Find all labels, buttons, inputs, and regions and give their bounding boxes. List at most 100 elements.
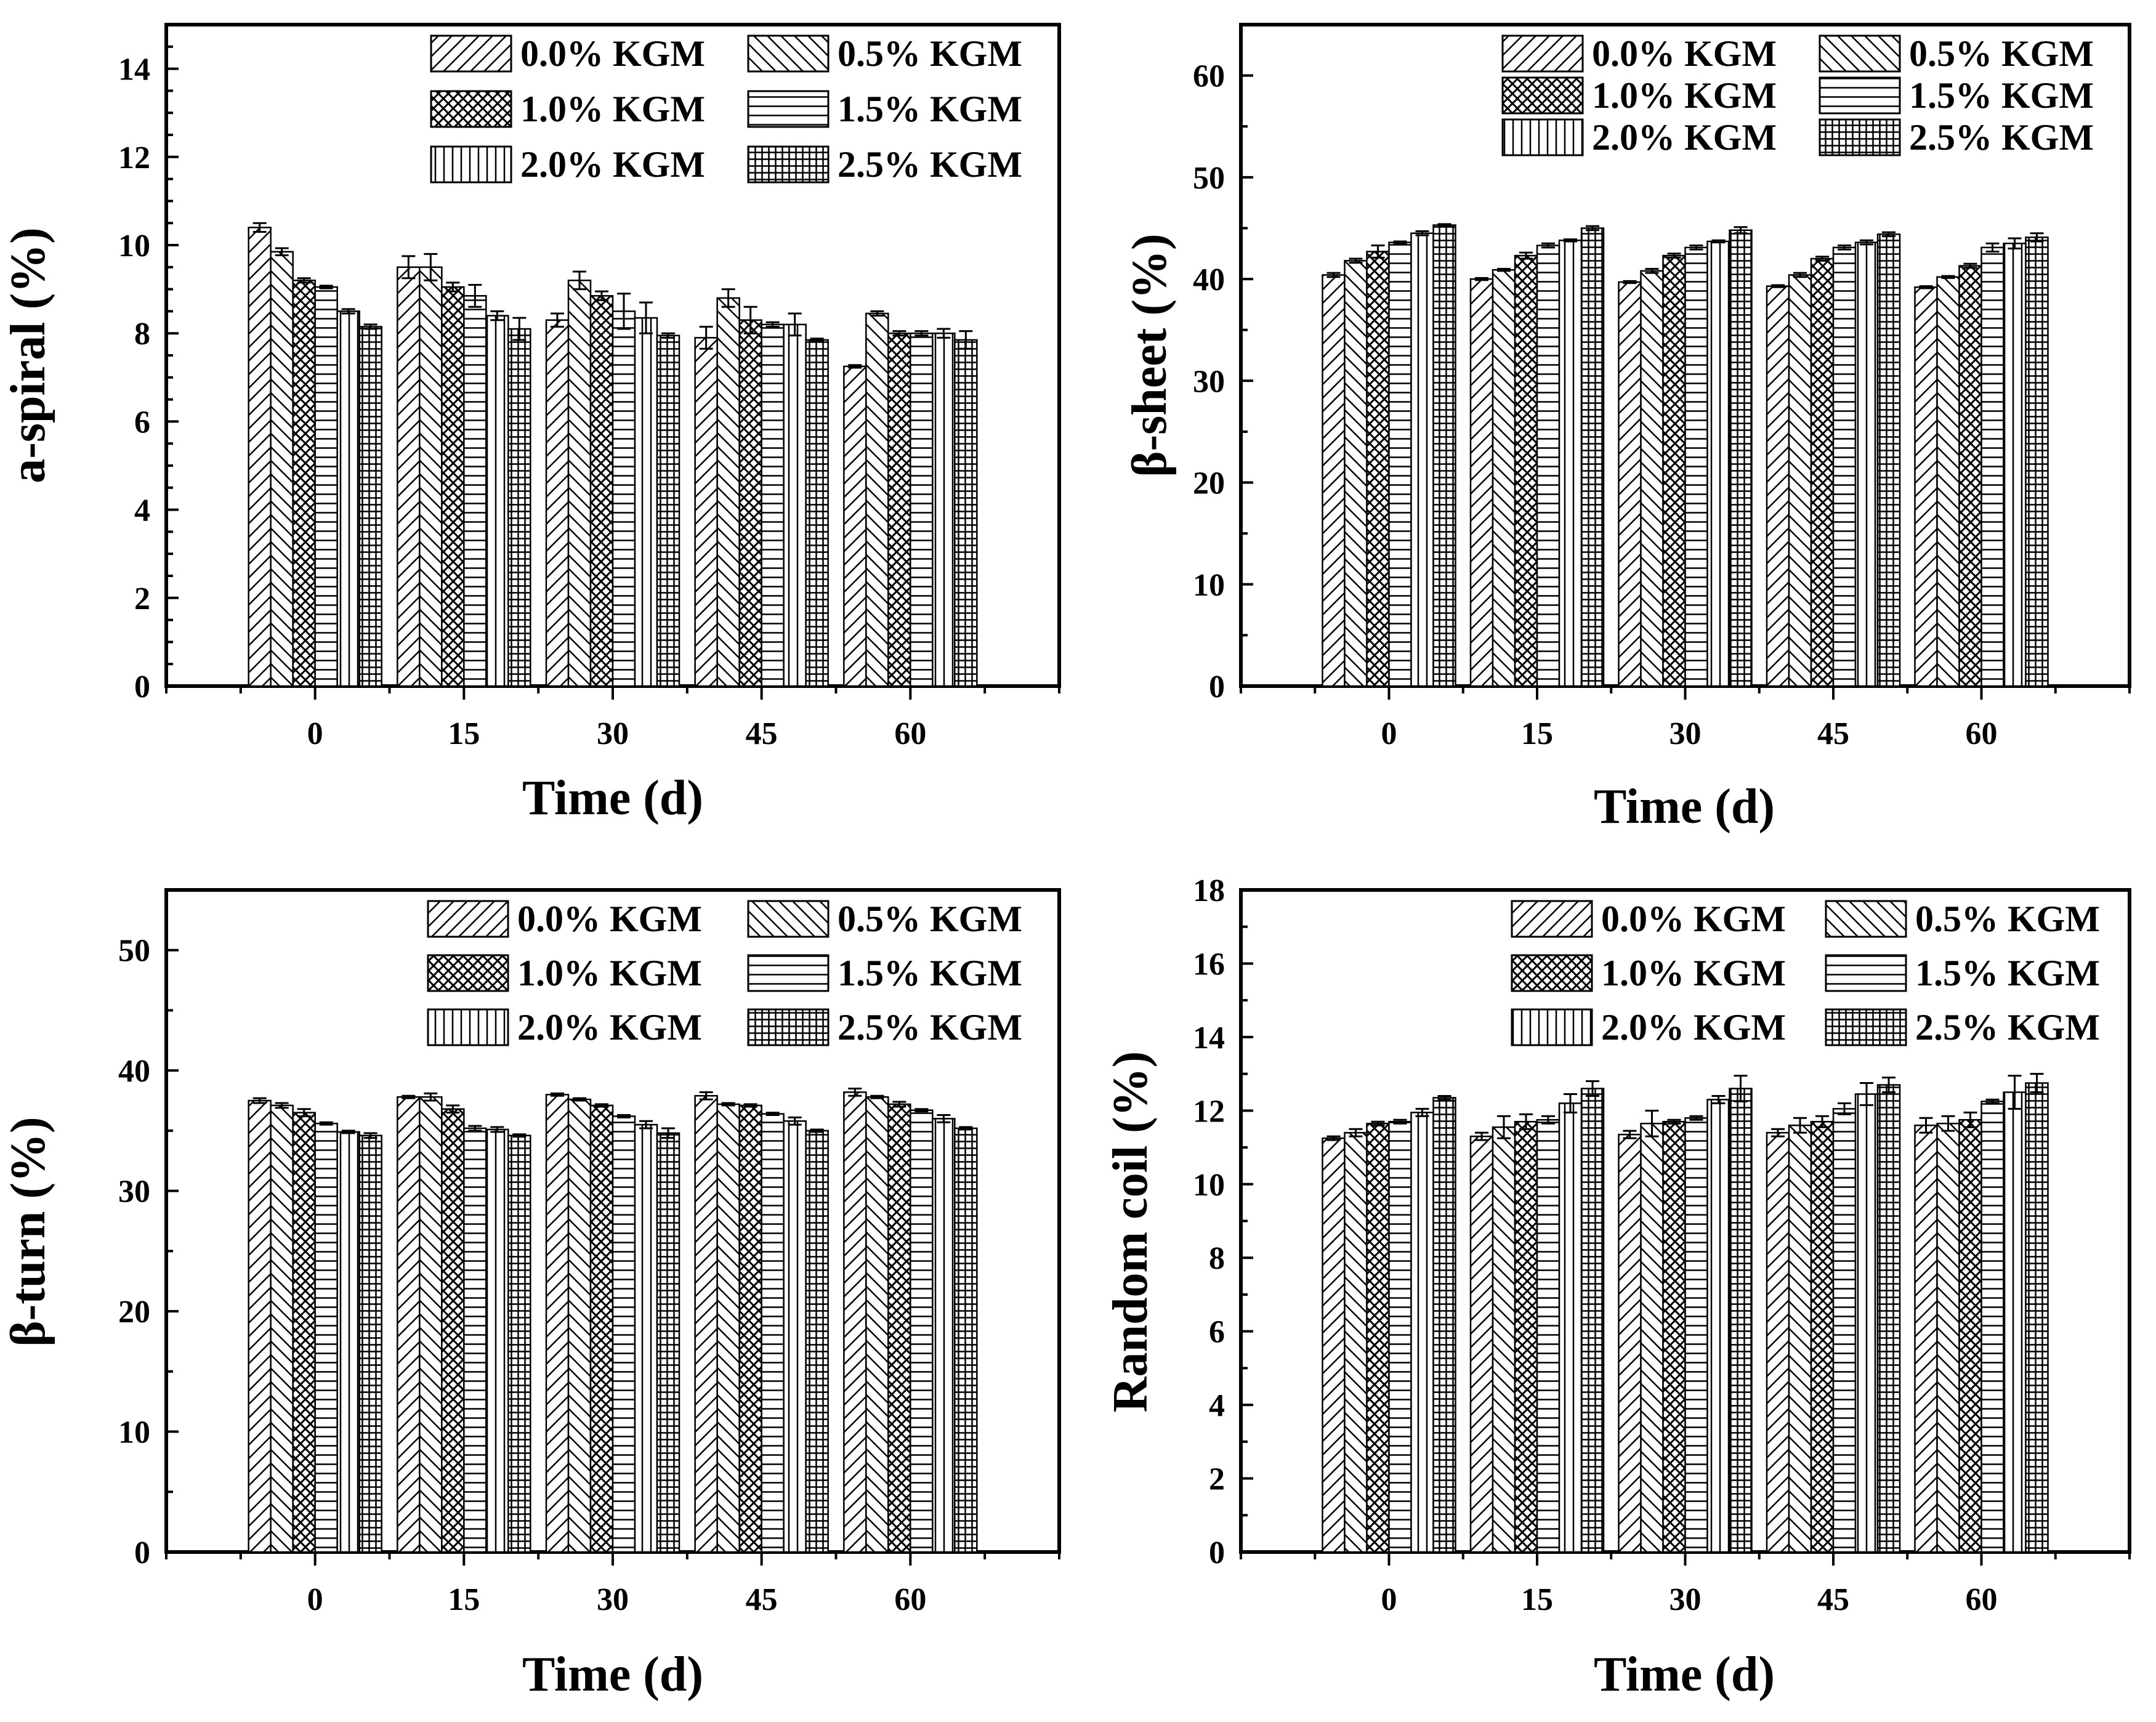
legend-label: 0.0% KGM xyxy=(1592,33,1777,74)
legend-label: 2.5% KGM xyxy=(838,144,1022,185)
bar xyxy=(2003,242,2027,687)
bar xyxy=(805,339,829,687)
x-tick-label: 30 xyxy=(597,716,629,751)
bar xyxy=(1558,1102,1583,1553)
bar xyxy=(1618,1133,1642,1553)
legend-swatch xyxy=(1825,954,1907,992)
bar xyxy=(1662,254,1686,687)
legend-label: 1.0% KGM xyxy=(520,89,705,129)
y-tick-label: 14 xyxy=(1193,1021,1225,1056)
legend-label: 0.0% KGM xyxy=(520,33,705,74)
legend-label: 1.0% KGM xyxy=(1592,75,1777,116)
bar xyxy=(1344,260,1368,687)
y-tick-label: 8 xyxy=(134,317,150,352)
y-tick-label: 2 xyxy=(1209,1462,1225,1497)
legend-swatch xyxy=(1501,118,1584,156)
bar xyxy=(1788,274,1812,687)
bar xyxy=(545,1094,570,1553)
legend-swatch xyxy=(1819,118,1901,156)
legend-swatch xyxy=(747,34,830,73)
bar xyxy=(1684,1117,1708,1553)
x-axis-title: Time (d) xyxy=(522,771,703,825)
bar xyxy=(910,332,934,687)
bar xyxy=(910,1109,934,1553)
x-axis-title: Time (d) xyxy=(522,1647,703,1702)
legend-swatch xyxy=(747,1008,830,1046)
bar xyxy=(1558,240,1583,687)
bar xyxy=(761,323,785,687)
bar xyxy=(248,227,272,687)
bar xyxy=(1832,246,1857,687)
bar xyxy=(419,266,443,687)
chart-random-coil: Random coil (%) Time (d) 0 2 4 6 8 10 12 14 16 18… xyxy=(1104,873,2131,1702)
bar xyxy=(507,328,531,687)
legend-label: 1.5% KGM xyxy=(838,89,1022,129)
bar xyxy=(485,1128,509,1553)
legend-swatch xyxy=(1511,954,1593,992)
bar xyxy=(843,1091,867,1553)
legend-swatch xyxy=(1825,1008,1907,1046)
bar xyxy=(1936,1122,1960,1553)
bar xyxy=(1514,1121,1538,1553)
bar xyxy=(1914,1124,1938,1553)
bar xyxy=(507,1134,531,1553)
bar xyxy=(932,1118,956,1553)
bar xyxy=(716,1103,740,1553)
legend-swatch xyxy=(430,145,512,184)
x-tick-label: 45 xyxy=(1817,716,1849,751)
bar xyxy=(589,1104,614,1553)
x-tick-label: 0 xyxy=(307,1582,323,1617)
x-tick-label: 60 xyxy=(894,1582,926,1617)
bar xyxy=(2025,236,2049,687)
legend-label: 1.5% KGM xyxy=(1915,953,2100,993)
bar xyxy=(1580,227,1605,687)
y-tick-label: 10 xyxy=(118,228,150,264)
bar xyxy=(1810,257,1835,687)
y-tick-label: 30 xyxy=(1193,364,1225,399)
x-tick-label: 15 xyxy=(448,716,480,751)
legend-label: 2.5% KGM xyxy=(1909,117,2094,158)
bar xyxy=(2003,1091,2027,1553)
y-tick-label: 40 xyxy=(1193,262,1225,297)
bar xyxy=(463,295,487,687)
x-tick-label: 45 xyxy=(1817,1582,1849,1617)
x-tick-label: 60 xyxy=(1966,1582,1998,1617)
bar xyxy=(1432,224,1456,687)
bar xyxy=(1322,1137,1346,1553)
bar xyxy=(761,1113,785,1553)
y-tick-label: 20 xyxy=(1193,466,1225,501)
bar xyxy=(314,286,338,687)
x-tick-label: 0 xyxy=(307,716,323,751)
bar xyxy=(634,317,658,687)
legend-label: 2.0% KGM xyxy=(517,1007,702,1048)
bar xyxy=(805,1130,829,1553)
bar xyxy=(783,1120,807,1553)
y-tick-label: 14 xyxy=(118,52,150,87)
bar xyxy=(1388,1121,1412,1553)
bar xyxy=(887,1103,911,1553)
bar xyxy=(358,326,382,687)
bar xyxy=(1536,1119,1560,1553)
y-tick-label: 4 xyxy=(134,493,150,528)
y-tick-label: 0 xyxy=(134,1535,150,1570)
bar xyxy=(1388,241,1412,687)
bar xyxy=(1366,1122,1390,1553)
x-tick-label: 60 xyxy=(1966,716,1998,751)
bar xyxy=(1958,265,1982,687)
y-axis-title: β-sheet (%) xyxy=(1123,233,1177,477)
bar xyxy=(248,1099,272,1553)
bar xyxy=(865,1096,889,1553)
bar xyxy=(1980,246,2005,687)
y-tick-label: 16 xyxy=(1193,947,1225,982)
chart-beta-turn: β-turn (%) Time (d) 0 10 20 30 40 50 0 15 30 45 60… xyxy=(1,888,1061,1702)
y-tick-label: 12 xyxy=(1193,1094,1225,1129)
bar xyxy=(358,1134,382,1553)
legend-swatch xyxy=(1501,76,1584,115)
x-tick-label: 45 xyxy=(746,1582,778,1617)
bar xyxy=(567,1098,592,1553)
bar xyxy=(1469,1135,1494,1553)
bar xyxy=(270,251,294,687)
bar xyxy=(545,319,570,687)
y-tick-label: 0 xyxy=(1209,669,1225,705)
